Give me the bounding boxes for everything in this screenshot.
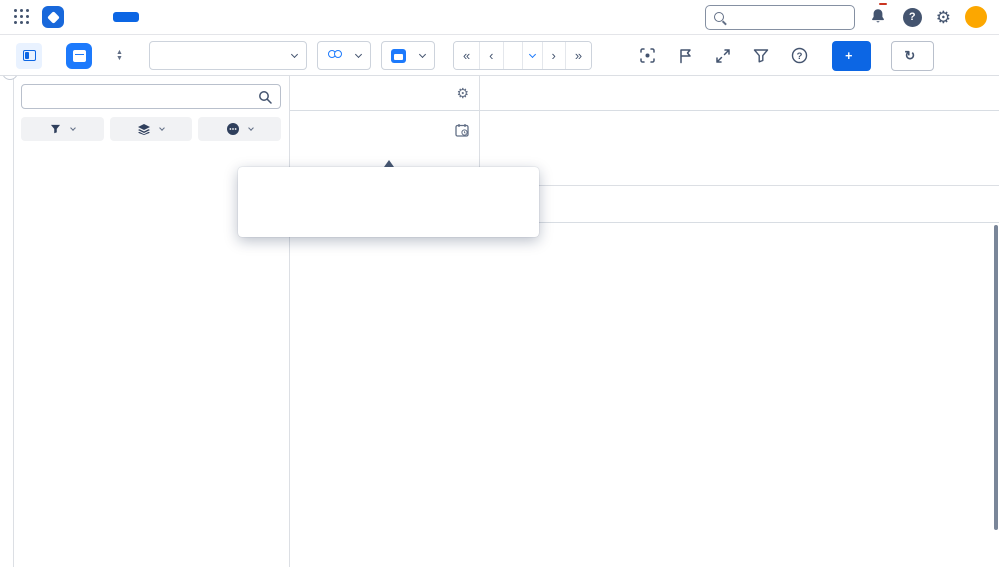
calendar-range-icon	[390, 48, 406, 63]
app-switch-arrows-icon[interactable]: ▲ ▼	[116, 48, 123, 62]
refresh-icon: ↻	[904, 47, 916, 63]
ellipsis-circle-icon	[226, 123, 239, 135]
filter-funnel-icon[interactable]	[752, 47, 770, 65]
timeline-panel: ⚙	[290, 76, 999, 567]
user-rows	[290, 223, 999, 567]
create-button[interactable]	[113, 12, 139, 22]
filter-icon	[50, 124, 60, 134]
sparkline-hover-marker	[384, 160, 394, 167]
chevron-down-icon	[354, 50, 362, 58]
fullscreen-icon[interactable]	[714, 47, 732, 65]
new-task-button[interactable]: +	[832, 40, 872, 71]
chevron-down-icon	[69, 124, 76, 131]
issue-search[interactable]	[21, 84, 281, 109]
group-button[interactable]	[109, 117, 193, 141]
scope-icon[interactable]	[638, 47, 656, 65]
chevron-down-icon	[418, 50, 426, 58]
left-rail	[0, 76, 14, 567]
nav-right-cluster: ? ⚙	[704, 1, 987, 30]
team-workload-panel-header: ⚙	[290, 76, 480, 111]
chevron-down-icon	[528, 50, 536, 58]
team-calendar-icon[interactable]	[455, 123, 469, 137]
settings-gear-icon[interactable]: ⚙	[935, 7, 951, 27]
workload-settings-gear-icon[interactable]: ⚙	[456, 85, 469, 101]
global-search-input[interactable]	[729, 10, 840, 24]
flag-icon[interactable]	[676, 47, 694, 65]
sidebar-filter-buttons	[21, 117, 282, 141]
vertical-scrollbar[interactable]	[994, 225, 998, 530]
jira-logo-icon	[42, 6, 64, 28]
date-navigation-group: « ‹ › »	[452, 41, 593, 70]
app-switcher-icon[interactable]	[12, 7, 32, 27]
chevron-down-icon	[247, 124, 254, 131]
timeline-week-header-users	[480, 188, 999, 203]
users-panel	[290, 188, 999, 567]
global-search[interactable]	[704, 4, 855, 30]
notification-badge	[876, 1, 889, 7]
help-icon[interactable]: ?	[902, 7, 922, 27]
svg-text:?: ?	[796, 51, 802, 62]
view-mode-selector[interactable]	[316, 41, 371, 70]
today-dropdown-button[interactable]	[521, 42, 542, 69]
issues-sidebar	[15, 76, 290, 567]
filters-button[interactable]	[21, 117, 104, 141]
notifications-bell[interactable]	[869, 1, 889, 27]
panel-left-icon	[22, 50, 36, 61]
user-avatar[interactable]	[965, 6, 987, 28]
chevron-down-icon	[159, 124, 165, 131]
help-circle-icon[interactable]: ?	[790, 47, 808, 65]
team-selector[interactable]	[148, 41, 307, 70]
top-navigation: ? ⚙	[0, 0, 999, 35]
jump-forward-button[interactable]: »	[564, 42, 592, 69]
plus-icon: +	[845, 48, 853, 63]
chevron-down-icon	[290, 50, 298, 58]
team-workload-tooltip	[238, 167, 539, 237]
toolbar-icon-group: ?	[638, 47, 808, 65]
jump-back-button[interactable]: «	[453, 42, 480, 69]
jira-logo[interactable]	[42, 6, 71, 28]
planner-toolbar: ▲ ▼ « ‹ › » ? +	[0, 36, 999, 76]
issue-search-input[interactable]	[30, 89, 252, 104]
search-icon	[259, 90, 272, 104]
step-back-button[interactable]: ‹	[479, 42, 503, 69]
layers-icon	[138, 123, 150, 135]
sidebar-toggle-button[interactable]	[16, 42, 42, 69]
bell-icon	[871, 9, 884, 23]
timeline-week-header-team	[480, 76, 999, 91]
team-workload-band	[480, 111, 999, 186]
planner-app-icon	[66, 42, 92, 69]
today-button[interactable]	[502, 42, 522, 69]
range-selector[interactable]	[380, 41, 435, 70]
refresh-button[interactable]: ↻	[891, 40, 935, 71]
search-icon	[713, 12, 724, 22]
timeline-day-header-team	[480, 91, 999, 111]
team-with-users-icon	[327, 50, 342, 61]
step-forward-button[interactable]: ›	[541, 42, 565, 69]
timeline-day-header-users	[480, 203, 999, 223]
extra-button[interactable]	[198, 117, 282, 141]
